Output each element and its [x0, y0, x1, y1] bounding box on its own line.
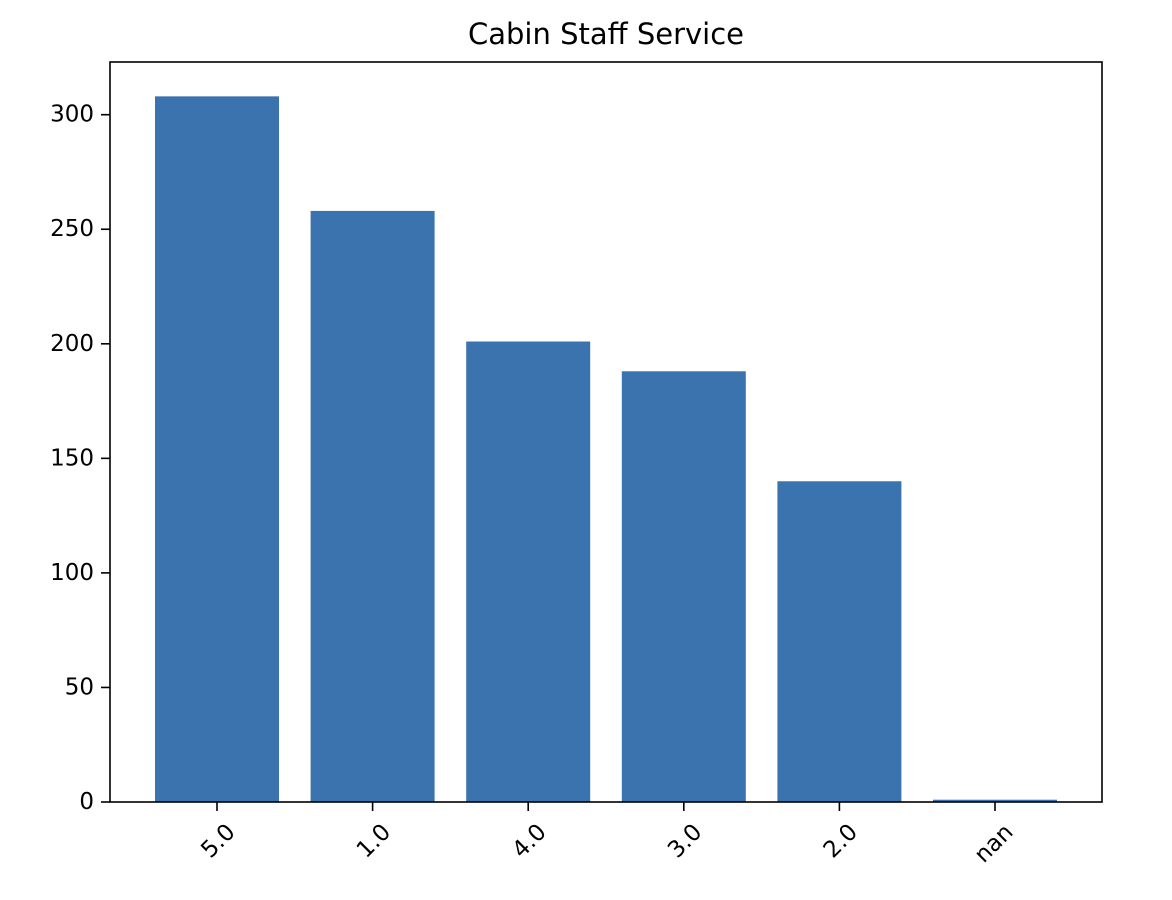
y-tick-label: 0 — [79, 789, 94, 815]
chart-title: Cabin Staff Service — [468, 17, 744, 51]
x-tick-label: 1.0 — [352, 819, 396, 863]
x-tick-label: 3.0 — [663, 819, 707, 863]
x-tick-label: 5.0 — [196, 819, 240, 863]
bar-5.0 — [155, 96, 279, 803]
x-tick-label: 4.0 — [508, 819, 552, 863]
y-axis: 0 50 100 150 200 250 300 — [50, 102, 110, 815]
bars-group — [155, 96, 1057, 803]
bar-nan — [933, 799, 1057, 802]
bar-3.0 — [621, 371, 746, 802]
y-tick-label: 50 — [65, 674, 94, 700]
y-tick-label: 250 — [50, 216, 94, 242]
y-tick-label: 200 — [50, 331, 94, 357]
x-tick-label: 2.0 — [819, 819, 863, 863]
bar-4.0 — [466, 341, 591, 802]
y-tick-label: 150 — [50, 445, 94, 471]
bar-1.0 — [310, 210, 435, 803]
x-tick-label: nan — [970, 819, 1019, 868]
y-tick-label: 300 — [50, 102, 94, 128]
bar-2.0 — [777, 481, 902, 802]
x-axis: 5.0 1.0 4.0 3.0 2.0 nan — [196, 802, 1019, 868]
y-tick-label: 100 — [50, 560, 94, 586]
plot-frame — [109, 61, 1103, 803]
